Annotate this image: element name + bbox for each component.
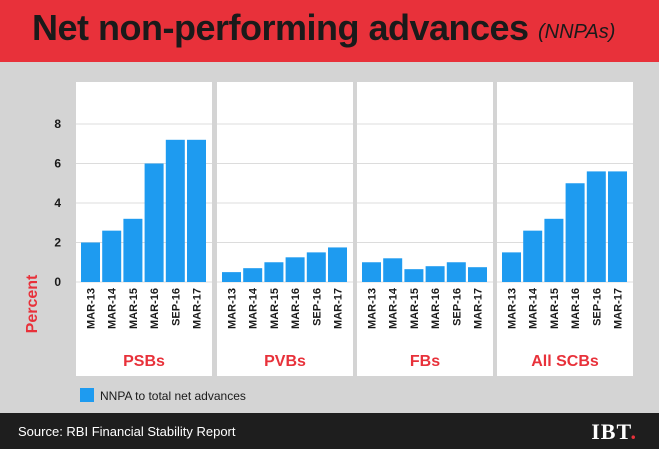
footer-bar: Source: RBI Financial Stability Report I… bbox=[0, 413, 659, 449]
x-tick-label: MAR-14 bbox=[528, 287, 540, 329]
chart-panel bbox=[357, 82, 493, 376]
bar bbox=[144, 163, 164, 282]
chart-panel bbox=[217, 82, 353, 376]
group-label: PVBs bbox=[264, 353, 306, 370]
group-label: All SCBs bbox=[531, 353, 599, 370]
x-tick-label: MAR-17 bbox=[333, 288, 345, 329]
bar bbox=[123, 218, 143, 282]
y-tick-label: 8 bbox=[54, 117, 61, 131]
bar bbox=[586, 171, 606, 282]
bar bbox=[264, 262, 284, 282]
x-tick-label: MAR-16 bbox=[290, 288, 302, 329]
x-tick-label: MAR-13 bbox=[227, 288, 239, 329]
x-tick-label: MAR-17 bbox=[192, 288, 204, 329]
brand-text: IBT bbox=[591, 419, 631, 444]
group-label: FBs bbox=[410, 353, 440, 370]
chart-title: Net non-performing advances bbox=[32, 7, 529, 48]
y-axis-label: Percent bbox=[24, 274, 41, 333]
y-tick-label: 6 bbox=[54, 157, 61, 171]
x-tick-label: SEP-16 bbox=[591, 288, 603, 326]
bar bbox=[544, 218, 564, 282]
bar bbox=[102, 230, 122, 282]
bar bbox=[222, 272, 241, 282]
x-tick-label: MAR-16 bbox=[570, 288, 582, 329]
y-tick-label: 4 bbox=[54, 196, 61, 210]
bar bbox=[187, 139, 206, 282]
x-tick-label: MAR-13 bbox=[367, 288, 379, 329]
y-tick-label: 0 bbox=[54, 275, 61, 289]
x-tick-label: MAR-15 bbox=[128, 288, 140, 329]
x-tick-label: SEP-16 bbox=[451, 288, 463, 326]
bar bbox=[165, 139, 185, 282]
bar-chart: 0 2 4 6 8 MAR-13 MAR-14 MAR-15 MAR-16 SEP-16 MAR-… bbox=[24, 82, 633, 403]
group-label: PSBs bbox=[123, 353, 165, 370]
bar bbox=[285, 257, 305, 282]
brand-dot: . bbox=[630, 419, 637, 444]
bar bbox=[404, 269, 424, 282]
x-tick-label: MAR-17 bbox=[613, 288, 625, 329]
x-tick-label: MAR-13 bbox=[507, 288, 519, 329]
x-tick-label: MAR-17 bbox=[473, 288, 485, 329]
x-tick-label: SEP-16 bbox=[170, 288, 182, 326]
brand-logo: IBT. bbox=[591, 419, 637, 445]
bar bbox=[523, 230, 543, 282]
bar bbox=[328, 247, 347, 282]
header-banner: Net non-performing advances (NNPAs) bbox=[0, 0, 659, 62]
chart-area: 0 2 4 6 8 MAR-13 MAR-14 MAR-15 MAR-16 SEP-16 MAR-… bbox=[0, 62, 659, 413]
x-tick-label: MAR-16 bbox=[149, 288, 161, 329]
bar bbox=[565, 183, 585, 282]
bar bbox=[608, 171, 627, 282]
bar bbox=[81, 242, 100, 282]
x-tick-label: MAR-13 bbox=[86, 288, 98, 329]
x-tick-label: MAR-16 bbox=[430, 288, 442, 329]
bar bbox=[243, 268, 263, 282]
legend-label: NNPA to total net advances bbox=[100, 389, 246, 403]
chart-subtitle: (NNPAs) bbox=[538, 21, 616, 43]
y-tick-label: 2 bbox=[54, 236, 61, 250]
x-tick-label: SEP-16 bbox=[311, 288, 323, 326]
bar bbox=[362, 262, 381, 282]
bar bbox=[306, 252, 326, 282]
x-tick-label: MAR-14 bbox=[248, 287, 260, 329]
source-note: Source: RBI Financial Stability Report bbox=[18, 424, 236, 439]
bar bbox=[468, 267, 487, 282]
x-tick-label: MAR-15 bbox=[409, 288, 421, 329]
bar bbox=[383, 258, 403, 282]
x-tick-label: MAR-15 bbox=[549, 288, 561, 329]
x-tick-label: MAR-14 bbox=[388, 287, 400, 329]
bar bbox=[446, 262, 466, 282]
x-tick-label: MAR-15 bbox=[269, 288, 281, 329]
legend-swatch bbox=[80, 388, 94, 402]
bar bbox=[502, 252, 521, 282]
x-tick-label: MAR-14 bbox=[107, 287, 119, 329]
bar bbox=[425, 266, 445, 282]
